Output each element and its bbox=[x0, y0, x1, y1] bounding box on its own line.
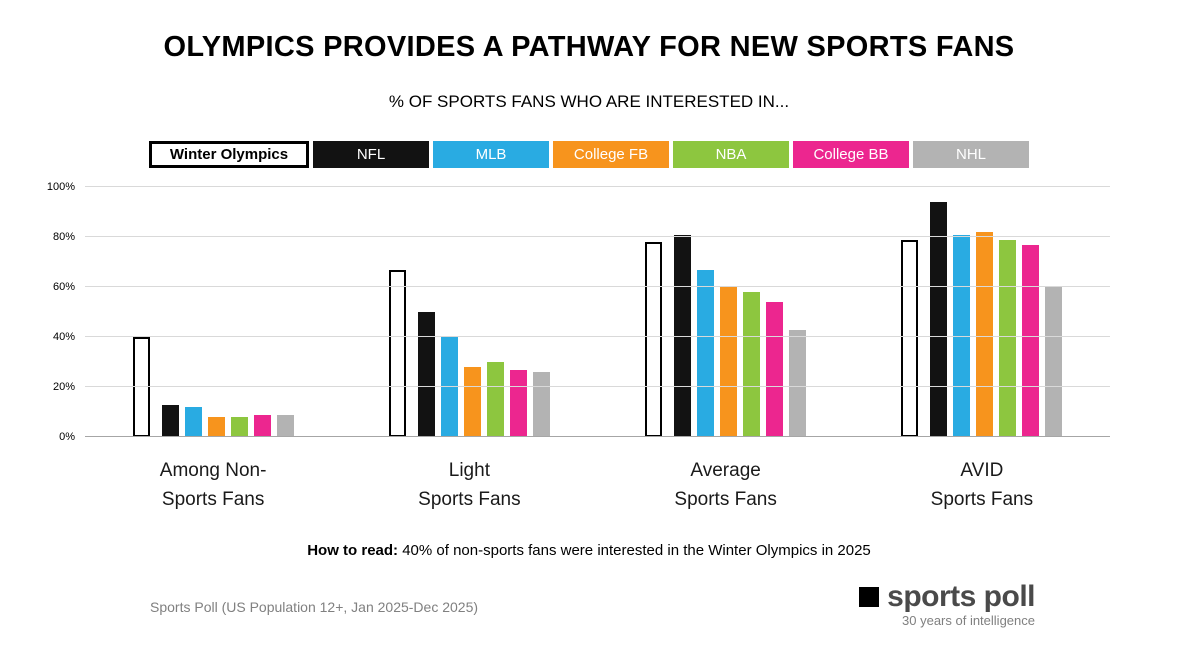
bar-mlb-light-sports-fans bbox=[440, 337, 458, 437]
y-axis-tick-label-0: 0% bbox=[59, 431, 75, 443]
bar-nhl-avid-sports-fans bbox=[1045, 287, 1063, 437]
bar-nfl-avid-sports-fans bbox=[930, 202, 948, 437]
legend-item-college-bb: College BB bbox=[793, 141, 909, 168]
bar-college-bb-light-sports-fans bbox=[509, 369, 527, 437]
bar-group-average-sports-fans bbox=[598, 187, 854, 437]
legend-item-nhl: NHL bbox=[913, 141, 1029, 168]
bar-nfl-light-sports-fans bbox=[417, 312, 435, 437]
y-axis-tick-label-20: 20% bbox=[52, 381, 75, 393]
bar-groups bbox=[85, 187, 1110, 437]
sports-poll-logo-text: sports poll bbox=[887, 580, 1035, 613]
sports-poll-logo-tagline: 30 years of intelligence bbox=[902, 613, 1035, 628]
bar-nba-average-sports-fans bbox=[743, 292, 761, 437]
plot-area: 0% 20% 40% 60% 80% 100% bbox=[47, 181, 1110, 443]
chart-subtitle: % OF SPORTS FANS WHO ARE INTERESTED IN..… bbox=[388, 92, 790, 111]
legend-item-mlb: MLB bbox=[433, 141, 549, 168]
category-label-average-sports-fans: Average Sports Fans bbox=[598, 456, 854, 514]
category-label-line: Sports Fans bbox=[418, 489, 521, 510]
bar-college-bb-average-sports-fans bbox=[766, 302, 784, 437]
category-label-line: Sports Fans bbox=[674, 489, 777, 510]
chart-legend: Winter Olympics NFL MLB College FB NBA Colleg… bbox=[0, 141, 1178, 168]
bar-group-avid-sports-fans bbox=[854, 187, 1110, 437]
y-axis-tick-label-100: 100% bbox=[46, 181, 75, 193]
gridline-80 bbox=[85, 236, 1110, 237]
category-label-line: Among Non- bbox=[159, 460, 267, 481]
chart-title: OLYMPICS PROVIDES A PATHWAY FOR NEW SPOR… bbox=[163, 31, 1015, 63]
bar-nhl-among-non--sports-fans bbox=[276, 414, 294, 437]
bar-nba-light-sports-fans bbox=[486, 362, 504, 437]
x-axis-category-labels: Among Non- Sports Fans Light Sports Fans Ave… bbox=[85, 456, 1110, 514]
sports-poll-logo-mark-icon bbox=[859, 587, 880, 607]
gridline-40 bbox=[85, 336, 1110, 337]
sports-poll-logo: sports poll 30 years of intelligence bbox=[859, 582, 1035, 628]
gridline-0 bbox=[85, 436, 1110, 437]
y-axis-tick-label-40: 40% bbox=[52, 331, 75, 343]
bar-winter-olympics-among-non--sports-fans bbox=[132, 337, 150, 437]
bar-college-fb-average-sports-fans bbox=[720, 287, 738, 437]
category-label-among-non--sports-fans: Among Non- Sports Fans bbox=[85, 456, 341, 514]
bar-nhl-light-sports-fans bbox=[532, 372, 550, 437]
bar-winter-olympics-light-sports-fans bbox=[388, 269, 406, 437]
bar-college-fb-light-sports-fans bbox=[463, 367, 481, 437]
bar-nba-avid-sports-fans bbox=[999, 239, 1017, 437]
bar-college-bb-among-non--sports-fans bbox=[253, 414, 271, 437]
category-label-line: Sports Fans bbox=[161, 489, 265, 510]
category-label-light-sports-fans: Light Sports Fans bbox=[341, 456, 597, 514]
gridline-20 bbox=[85, 386, 1110, 387]
legend-item-nba: NBA bbox=[673, 141, 789, 168]
y-axis-tick-label-60: 60% bbox=[52, 281, 75, 293]
bar-nba-among-non--sports-fans bbox=[230, 417, 248, 437]
source-note: Sports Poll (US Population 12+, Jan 2025… bbox=[150, 599, 479, 615]
category-label-line: Sports Fans bbox=[930, 489, 1034, 510]
how-to-read-text: 40% of non-sports fans were interested i… bbox=[398, 542, 871, 559]
bar-mlb-among-non--sports-fans bbox=[184, 407, 202, 437]
bar-nhl-average-sports-fans bbox=[789, 329, 807, 437]
gridline-100 bbox=[85, 186, 1110, 187]
legend-item-college-fb: College FB bbox=[553, 141, 669, 168]
y-axis-tick-label-80: 80% bbox=[52, 231, 75, 243]
bar-college-fb-avid-sports-fans bbox=[976, 232, 994, 437]
how-to-read-label: How to read: bbox=[307, 542, 399, 559]
sports-poll-logo-row: sports poll bbox=[859, 582, 1035, 612]
bar-nfl-among-non--sports-fans bbox=[161, 404, 179, 437]
gridline-60 bbox=[85, 286, 1110, 287]
bar-group-light-sports-fans bbox=[341, 187, 597, 437]
how-to-read-note: How to read: 40% of non-sports fans were… bbox=[0, 542, 1178, 559]
bar-group-among-non--sports-fans bbox=[85, 187, 341, 437]
category-label-line: AVID bbox=[960, 460, 1004, 481]
category-label-line: Light bbox=[448, 460, 490, 481]
bar-college-fb-among-non--sports-fans bbox=[207, 417, 225, 437]
bar-mlb-average-sports-fans bbox=[697, 269, 715, 437]
category-label-line: Average bbox=[690, 460, 761, 481]
bar-winter-olympics-avid-sports-fans bbox=[901, 239, 919, 437]
legend-item-nfl: NFL bbox=[313, 141, 429, 168]
bar-college-bb-avid-sports-fans bbox=[1022, 244, 1040, 437]
legend-item-winter-olympics: Winter Olympics bbox=[149, 141, 309, 168]
category-label-avid-sports-fans: AVID Sports Fans bbox=[854, 456, 1110, 514]
bar-winter-olympics-average-sports-fans bbox=[645, 242, 663, 437]
